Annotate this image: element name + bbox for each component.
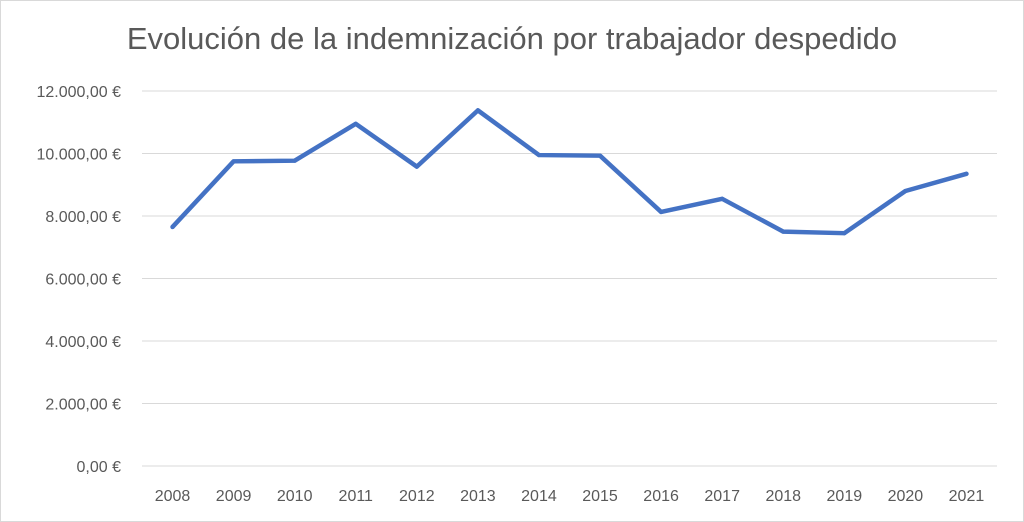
data-point [170,224,175,229]
y-tick-label: 0,00 € [77,459,122,476]
x-tick-label: 2009 [216,488,252,505]
data-point [475,108,480,113]
series-group [170,108,969,236]
y-tick-label: 4.000,00 € [45,334,121,351]
series-line [170,108,969,236]
chart-title: Evolución de la indemnización por trabaj… [126,21,898,56]
data-point [842,231,847,236]
data-point [353,121,358,126]
gridlines [142,90,997,467]
y-tick-label: 6.000,00 € [45,272,121,289]
x-tick-label: 2014 [521,488,557,505]
data-point [903,189,908,193]
x-tick-label: 2019 [827,488,863,505]
x-tick-label: 2017 [704,488,740,505]
y-tick-label: 10.000,00 € [36,147,121,164]
data-point [720,196,725,201]
x-tick-label: 2010 [277,488,313,505]
data-point [781,229,786,234]
x-tick-label: 2012 [399,488,435,505]
x-tick-label: 2015 [582,488,618,505]
data-point [964,171,969,176]
y-axis-ticks: 0,00 € 2.000,00 € 4.000,00 € 6.000,00 € 8.00… [36,84,121,476]
x-axis-ticks: 2008 2009 2010 2011 2012 2013 2014 2015 2016 2017… [155,488,985,505]
y-tick-label: 2.000,00 € [45,397,121,414]
x-tick-label: 2021 [949,488,985,505]
x-tick-label: 2018 [765,488,801,505]
data-point [536,153,541,158]
x-tick-label: 2011 [339,488,374,505]
y-tick-label: 8.000,00 € [45,209,121,226]
data-point [231,159,236,164]
x-tick-label: 2020 [888,488,924,505]
x-tick-label: 2016 [643,488,679,505]
data-point [292,158,297,163]
x-tick-label: 2013 [460,488,496,505]
x-tick-label: 2008 [155,488,191,505]
data-point [659,209,664,214]
y-tick-label: 12.000,00 € [36,84,121,101]
data-point [414,164,419,169]
data-point [598,153,603,158]
